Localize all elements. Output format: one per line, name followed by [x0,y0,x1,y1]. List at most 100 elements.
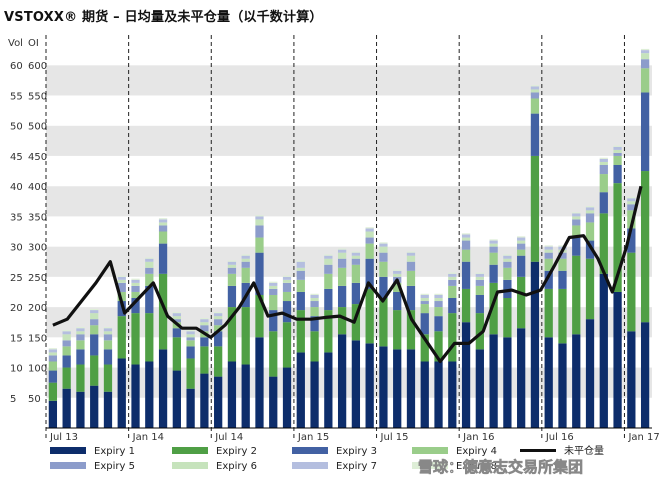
bar-segment [337,248,347,250]
bar-segment [214,346,223,377]
bar-segment [90,308,99,311]
bar-segment [103,391,113,428]
bar-segment [393,291,402,311]
bar-segment [172,328,181,338]
bar-segment [544,245,553,247]
bar-segment [200,325,209,332]
bar-segment [324,264,333,274]
grid-band [46,125,652,156]
bar-segment [448,361,457,428]
bar-segment [544,249,553,253]
y-right-axis-label: OI [28,38,39,49]
bar-segment [76,340,85,350]
bar-segment [489,240,498,244]
grid-band [46,216,652,247]
bar-segment [448,276,457,280]
bar-segment [324,310,333,353]
bar-segment [420,304,429,314]
bar-segment [131,285,140,292]
bar-segment [310,298,319,302]
bar-segment [103,327,113,329]
legend-swatch [412,447,448,454]
legend-swatch [520,449,556,452]
legend-label: Expiry 5 [94,461,135,472]
bar-segment [269,376,278,428]
bar-segment [613,155,622,165]
bar-segment [62,334,71,341]
bar-segment [434,331,443,362]
bar-segment [214,376,223,428]
bar-segment [517,237,526,241]
bar-segment [461,288,471,323]
bar-segment [558,258,567,271]
bar-segment [379,252,388,262]
bar-segment [131,291,140,299]
bar-segment [131,282,140,286]
bar-segment [214,331,223,347]
bar-segment [158,219,168,223]
bar-segment [489,282,498,335]
bar-segment [48,348,58,350]
bar-segment [558,252,567,259]
bar-segment [365,288,374,344]
bar-segment [365,227,374,229]
bar-segment [337,258,347,268]
bar-segment [393,270,402,274]
y-left-tick-label: 60 [10,61,23,72]
bar-segment [406,349,416,428]
bar-segment [613,149,622,153]
legend-label: Expiry 1 [94,446,135,457]
bar-segment [420,361,429,428]
bar-segment [351,255,361,259]
bar-segment [420,301,429,305]
bar-segment [572,237,581,256]
bar-segment [145,273,154,286]
bar-segment [640,322,650,428]
bar-segment [227,273,237,286]
bar-segment [186,388,195,428]
bar-segment [599,174,608,193]
bar-segment [48,352,58,356]
y-right-tick-label: 200 [28,303,47,314]
bar-segment [379,298,388,347]
bar-segment [90,313,99,320]
bar-segment [282,279,292,283]
bar-segment [324,258,333,265]
bar-segment [227,264,237,268]
bar-segment [448,285,457,299]
bar-segment [640,48,650,51]
grid-band [46,155,652,187]
bar-segment [296,310,305,353]
bar-segment [117,358,126,428]
bar-segment [517,276,526,329]
legend-label: Expiry 8 [456,461,497,472]
bar-segment [269,331,278,377]
watermark: 雪球：德意志交易所集团 [418,458,583,476]
bar-segment [517,328,526,428]
bar-segment [420,334,429,362]
bar-segment [558,270,567,289]
x-tick-label: Jul 16 [545,432,574,443]
bar-segment [172,313,181,317]
bar-segment [200,337,209,347]
bar-segment [310,361,319,428]
bar-segment [62,355,71,368]
bar-segment [117,275,126,277]
bar-segment [76,331,85,335]
bar-segment [255,294,264,338]
bar-segment [172,311,181,314]
bar-segment [282,275,292,277]
bar-segment [393,349,402,428]
bar-segment [76,328,85,332]
bar-segment [310,293,319,295]
bar-segment [420,313,429,335]
bar-segment [475,276,484,280]
bar-segment [558,343,567,428]
bar-segment [103,334,113,341]
bar-segment [145,361,154,428]
bar-segment [640,53,650,60]
bar-segment [448,298,457,314]
bar-segment [76,334,85,341]
legend-swatch [412,462,448,469]
bar-segment [613,146,622,150]
